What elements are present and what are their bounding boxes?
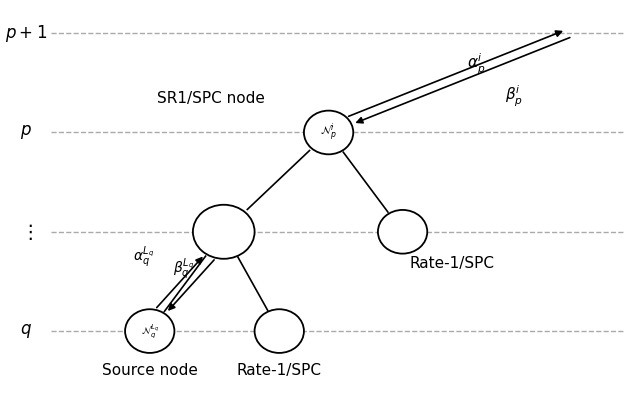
Text: $\mathcal{N}_q^{L_q}$: $\mathcal{N}_q^{L_q}$ — [141, 322, 159, 340]
Ellipse shape — [193, 205, 255, 259]
Ellipse shape — [255, 309, 304, 353]
Text: $p+1$: $p+1$ — [6, 23, 48, 44]
Text: $\vdots$: $\vdots$ — [20, 222, 33, 242]
Text: Rate-1/SPC: Rate-1/SPC — [409, 256, 495, 271]
Text: $\mathcal{N}_p^i$: $\mathcal{N}_p^i$ — [320, 121, 337, 144]
Text: Rate-1/SPC: Rate-1/SPC — [237, 363, 322, 378]
Text: SR1/SPC node: SR1/SPC node — [158, 91, 265, 106]
Text: $q$: $q$ — [21, 322, 33, 340]
Ellipse shape — [304, 111, 353, 154]
Ellipse shape — [125, 309, 175, 353]
Text: $p$: $p$ — [21, 124, 33, 142]
Text: $\alpha_p^i$: $\alpha_p^i$ — [468, 52, 486, 78]
Text: $\beta_q^{L_q}$: $\beta_q^{L_q}$ — [173, 257, 194, 282]
Ellipse shape — [378, 210, 428, 254]
Text: $\beta_p^i$: $\beta_p^i$ — [505, 84, 523, 109]
Text: $\alpha_q^{L_q}$: $\alpha_q^{L_q}$ — [133, 245, 154, 270]
Text: Source node: Source node — [102, 363, 198, 378]
